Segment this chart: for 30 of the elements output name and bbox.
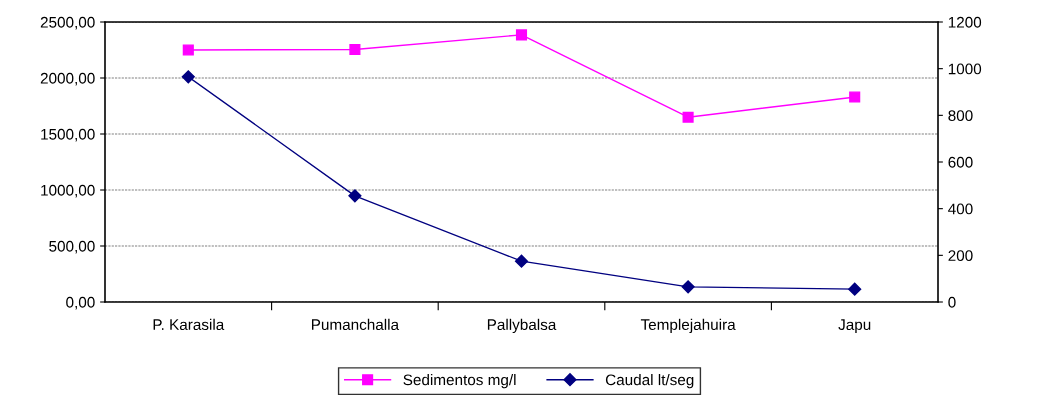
point [348,189,362,203]
y2-tick-label: 200 [948,250,973,262]
point [515,29,528,41]
point [848,282,862,296]
point [849,91,861,103]
point [349,43,361,55]
y-tick-label: 500,00 [49,240,95,254]
y-tick-label: 2500,00 [40,16,95,30]
y2-tick-label: 800 [948,110,973,122]
legend-label: Caudal lt/seg [605,374,694,389]
x-tick-label: Japu [838,319,871,334]
y2-tick-label: 1000 [948,63,982,75]
point [182,44,194,56]
x-tick-label: Templejahuira [640,318,736,334]
legend-label: Sedimentos mg/l [403,374,516,389]
y2-tick-label: 600 [948,156,973,168]
point [681,280,695,294]
y2-tick-label: 0 [948,296,956,308]
point [682,111,694,123]
y-tick-label: 1000,00 [41,184,95,198]
y-tick-label: 0,00 [66,296,95,310]
point [514,254,529,268]
y-tick-label: 1500,00 [41,128,95,142]
x-tick-label: Pumanchalla [311,318,400,331]
y2-tick-label: 400 [948,203,973,215]
x-tick-label: P. Karasila [153,318,225,331]
y-tick-label: 2000,00 [40,72,95,86]
y2-tick-label: 1200 [948,16,982,28]
point [181,70,195,84]
x-tick-label: Pallybalsa [487,318,557,334]
